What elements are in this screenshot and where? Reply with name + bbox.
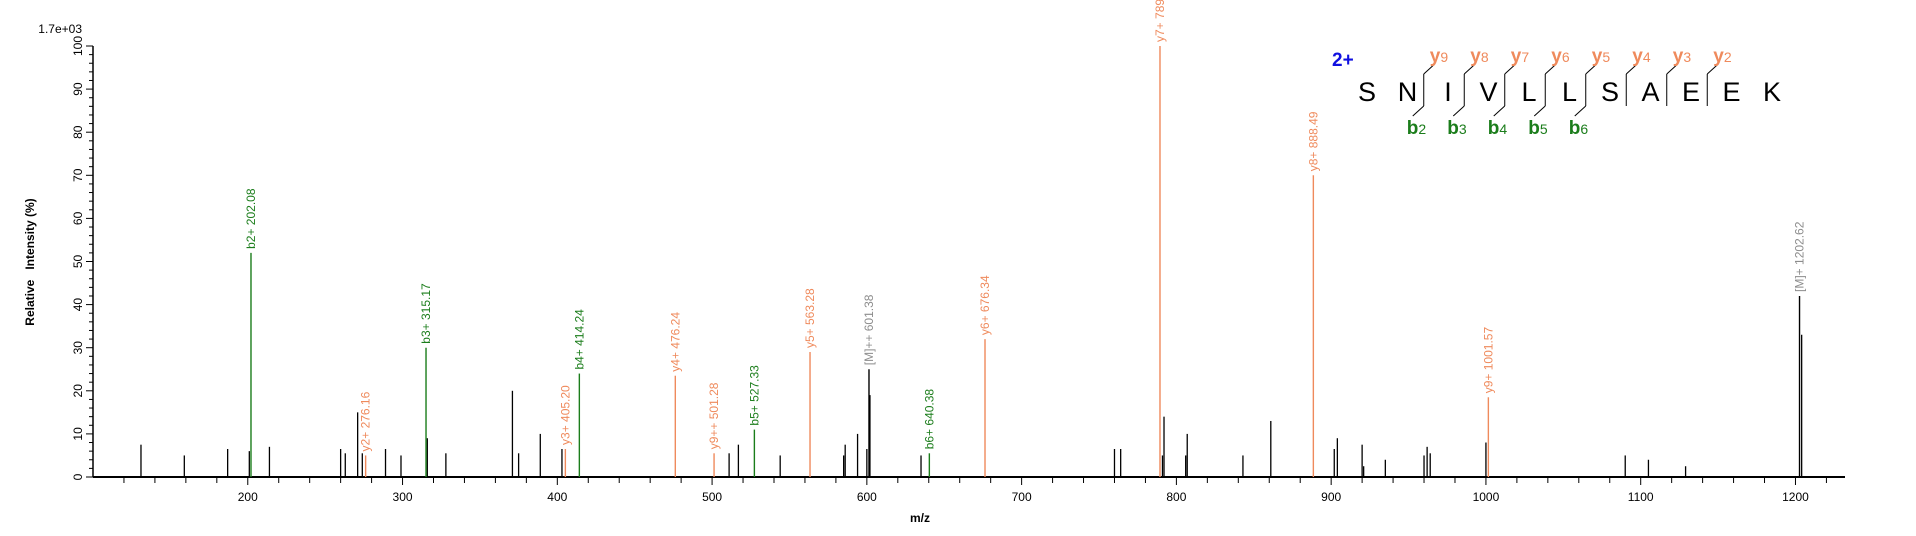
b-ion-index: 3 (1459, 121, 1467, 137)
x-tick-label: 600 (857, 490, 877, 504)
b-ion-label: b5 (1528, 118, 1548, 139)
y-ion-label: y8 (1470, 46, 1489, 67)
y-ion-label: y2 (1713, 46, 1732, 67)
y-ion-index: 9 (1440, 49, 1448, 65)
b-ion-index: 5 (1540, 121, 1548, 137)
sequence-residue: K (1763, 77, 1781, 107)
peak-label: y2+ 276.16 (359, 391, 373, 451)
y-ion-label: y3 (1673, 46, 1692, 67)
sequence-residue: E (1722, 77, 1740, 107)
x-axis-title: m/z (910, 511, 930, 525)
x-tick-label: 1100 (1628, 490, 1654, 504)
peak-label: y8+ 888.49 (1306, 111, 1320, 171)
peak-label: b3+ 315.17 (419, 283, 433, 344)
y-ion-bracket (1585, 63, 1598, 75)
sequence-residue: V (1479, 77, 1497, 107)
y-ion-index: 3 (1683, 49, 1691, 65)
y-ion-bracket (1666, 63, 1679, 75)
sequence-residue: N (1398, 77, 1418, 107)
peak-label: y4+ 476.24 (668, 312, 682, 372)
x-tick-label: 500 (702, 490, 722, 504)
peak-label: y7+ 789.4 (1153, 0, 1167, 42)
y-tick-label: 60 (71, 211, 85, 225)
y-tick-label: 80 (71, 125, 85, 139)
x-tick-label: 300 (393, 490, 413, 504)
b-ion-bracket (1412, 105, 1425, 117)
x-tick-label: 200 (238, 490, 258, 504)
b-ion-label: b6 (1569, 118, 1589, 139)
y-tick-label: 90 (71, 82, 85, 96)
y-tick-label: 10 (71, 427, 85, 441)
y-tick-label: 30 (71, 341, 85, 355)
sequence-residue: A (1641, 77, 1659, 107)
sequence-residue: I (1444, 77, 1452, 107)
sequence-residue: S (1601, 77, 1619, 107)
y-ion-index: 5 (1602, 49, 1610, 65)
y-ion-index: 4 (1643, 49, 1651, 65)
y-tick-label: 50 (71, 255, 85, 269)
y-ion-bracket (1706, 63, 1719, 75)
y-ion-label: y6 (1551, 46, 1570, 67)
y-tick-label: 0 (71, 473, 85, 480)
y-tick-label: 20 (71, 384, 85, 398)
peak-label: [M]+ 1202.62 (1793, 221, 1807, 292)
intensity-scale-label: 1.7e+03 (38, 22, 82, 36)
peak-label: [M]++ 601.38 (862, 294, 876, 365)
peaks: b2+ 202.08 y2+ 276.16 b3+ 315.17 y3+ 405.20… (140, 0, 1807, 477)
sequence-residue: E (1682, 77, 1700, 107)
sequence-residue: S (1358, 77, 1376, 107)
b-ion-index: 4 (1499, 121, 1507, 137)
y-axis-title: Relative Intensity (%) (23, 198, 37, 325)
peak-label: y5+ 563.28 (803, 288, 817, 348)
y-ion-label: y7 (1511, 46, 1530, 67)
y-tick-label: 100 (71, 36, 85, 56)
b-ion-index: 2 (1418, 121, 1426, 137)
y-ion-bracket (1463, 63, 1476, 75)
y-tick-label: 40 (71, 298, 85, 312)
x-tick-label: 1200 (1782, 490, 1809, 504)
sequence-residue: L (1521, 77, 1536, 107)
y-ion-bracket (1544, 63, 1557, 75)
charge-state-label: 2+ (1332, 50, 1354, 71)
x-tick-label: 400 (547, 490, 567, 504)
peak-label: y9+ 1001.57 (1481, 327, 1495, 394)
sequence-residue: L (1562, 77, 1577, 107)
y-ion-label: y5 (1592, 46, 1611, 67)
peak-label: b2+ 202.08 (244, 188, 258, 249)
y-ion-bracket (1625, 63, 1638, 75)
y-ion-label: y9 (1430, 46, 1449, 67)
y-ion-bracket (1423, 63, 1436, 75)
x-tick-label: 900 (1321, 490, 1341, 504)
peak-label: b5+ 527.33 (747, 365, 761, 426)
b-ion-bracket (1533, 105, 1546, 117)
y-ion-index: 2 (1724, 49, 1732, 65)
peak-label: b6+ 640.38 (922, 389, 936, 450)
b-ion-index: 6 (1580, 121, 1588, 137)
x-tick-label: 800 (1166, 490, 1186, 504)
b-ion-bracket (1574, 105, 1587, 117)
b-ion-label: b2 (1407, 118, 1427, 139)
b-ion-bracket (1452, 105, 1465, 117)
peak-label: y3+ 405.20 (558, 385, 572, 445)
b-ion-label: b4 (1488, 118, 1508, 139)
y-tick-label: 70 (71, 168, 85, 182)
peak-label: b4+ 414.24 (572, 309, 586, 370)
y-ion-label: y4 (1632, 46, 1651, 67)
y-ion-index: 8 (1481, 49, 1489, 65)
x-tick-label: 1000 (1473, 490, 1500, 504)
y-ion-bracket (1504, 63, 1517, 75)
peak-label: y6+ 676.34 (978, 275, 992, 335)
y-ion-index: 6 (1562, 49, 1570, 65)
x-tick-label: 700 (1012, 490, 1032, 504)
peak-label: y9++ 501.28 (707, 382, 721, 449)
b-ion-label: b3 (1447, 118, 1467, 139)
y-ion-index: 7 (1521, 49, 1529, 65)
axes: 0 10 20 30 40 50 60 70 80 90 100 200 300 400 500 600 700… (71, 36, 1845, 504)
b-ion-bracket (1493, 105, 1506, 117)
